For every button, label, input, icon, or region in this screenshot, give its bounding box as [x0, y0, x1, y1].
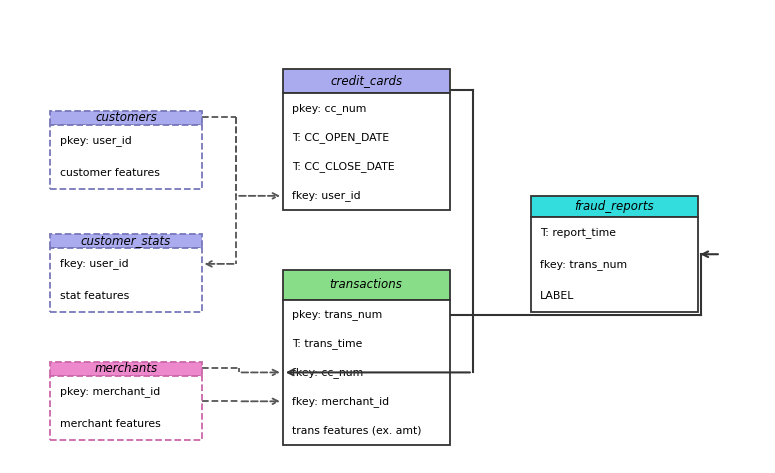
Text: T: CC_CLOSE_DATE: T: CC_CLOSE_DATE	[292, 161, 394, 172]
Text: merchants: merchants	[95, 362, 157, 375]
Text: fkey: user_id: fkey: user_id	[292, 191, 361, 201]
Text: pkey: trans_num: pkey: trans_num	[292, 309, 382, 320]
Text: fkey: cc_num: fkey: cc_num	[292, 367, 363, 378]
Bar	[50, 376, 202, 440]
Bar	[283, 270, 450, 300]
Text: fkey: trans_num: fkey: trans_num	[540, 259, 627, 270]
Text: fkey: user_id: fkey: user_id	[60, 258, 129, 269]
Text: customer_stats: customer_stats	[81, 235, 171, 247]
Text: fkey: merchant_id: fkey: merchant_id	[292, 396, 389, 407]
Text: credit_cards: credit_cards	[330, 75, 402, 88]
Text: customers: customers	[95, 112, 157, 124]
Text: T: trans_time: T: trans_time	[292, 338, 363, 349]
Bar	[531, 217, 698, 312]
Text: transactions: transactions	[329, 279, 403, 291]
Text: T: CC_OPEN_DATE: T: CC_OPEN_DATE	[292, 132, 389, 143]
Text: pkey: user_id: pkey: user_id	[60, 135, 132, 146]
Text: fraud_reports: fraud_reports	[574, 200, 654, 213]
Bar	[283, 94, 450, 210]
Bar	[50, 362, 202, 376]
Text: LABEL: LABEL	[540, 291, 574, 301]
Text: pkey: cc_num: pkey: cc_num	[292, 103, 367, 114]
Text: pkey: merchant_id: pkey: merchant_id	[60, 386, 160, 397]
Bar	[50, 125, 202, 189]
Bar	[50, 234, 202, 248]
Text: stat features: stat features	[60, 291, 129, 301]
Bar	[50, 111, 202, 125]
Text: merchant features: merchant features	[60, 419, 160, 429]
Bar	[531, 196, 698, 217]
Text: T: report_time: T: report_time	[540, 227, 616, 238]
Bar	[50, 248, 202, 312]
Text: customer features: customer features	[60, 168, 160, 178]
Bar	[283, 69, 450, 94]
Bar	[283, 300, 450, 445]
Text: trans features (ex. amt): trans features (ex. amt)	[292, 425, 422, 435]
